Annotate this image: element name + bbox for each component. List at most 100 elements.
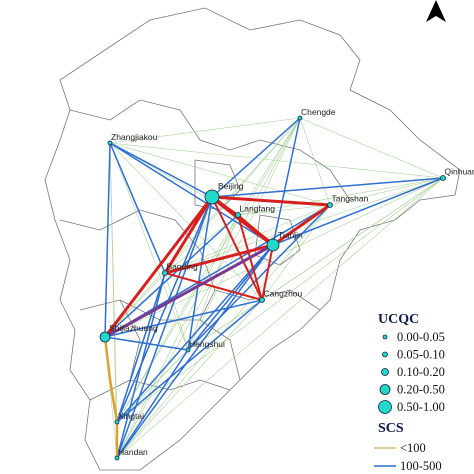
link-weak <box>116 214 239 459</box>
city-label: Cangzhou <box>264 289 303 299</box>
link-medium <box>116 272 166 423</box>
legend-symbol <box>378 400 392 414</box>
legend-label: 0.20-0.50 <box>397 383 445 397</box>
city-label: Langfang <box>240 204 276 214</box>
link-strong <box>104 243 274 339</box>
city-node <box>440 175 446 181</box>
legend-symbol <box>379 384 391 395</box>
link-medium <box>109 142 274 246</box>
link-medium <box>116 349 189 459</box>
city-label: Baoding <box>167 262 198 272</box>
link-weak <box>109 142 331 206</box>
link-medium <box>116 196 213 423</box>
link-medium <box>187 204 331 351</box>
link-weak <box>109 142 189 351</box>
link-medium <box>116 272 166 459</box>
legend-title: SCS <box>378 421 404 436</box>
city-label: Hengshui <box>189 339 225 349</box>
link-weak <box>109 142 263 301</box>
city-label: Tangshan <box>332 194 369 204</box>
link-weak <box>187 214 239 351</box>
link-orange <box>103 336 119 458</box>
city-label: Handan <box>118 447 148 457</box>
legend-label: 0.10-0.20 <box>397 365 445 379</box>
cities: Chengde Zhangjiakou Qinhuangdao Beijing Tang… <box>99 107 474 461</box>
legend-label: 0.05-0.10 <box>397 348 445 362</box>
link-medium <box>104 142 111 338</box>
city-label: Xingtai <box>118 411 144 421</box>
link-weak <box>109 142 444 179</box>
link-weak <box>109 117 301 144</box>
city-label: Tianjin <box>278 230 303 240</box>
link-medium <box>116 299 263 423</box>
link-strong <box>272 203 331 247</box>
link-weak <box>261 204 331 301</box>
legend-title: UCQC <box>378 312 419 327</box>
city-node <box>204 189 220 205</box>
link-weak <box>164 177 444 274</box>
link-weak <box>237 204 331 216</box>
city-node <box>99 331 111 343</box>
link-medium <box>104 299 263 338</box>
legend-symbol <box>382 351 388 358</box>
city-node <box>185 347 191 353</box>
city-label: Zhangjiakou <box>111 132 158 142</box>
link-weak <box>329 177 444 206</box>
link-weak <box>116 177 444 423</box>
link-weak <box>116 177 444 459</box>
link-strong <box>103 196 214 338</box>
city-label: Chengde <box>301 107 336 117</box>
city-node <box>114 455 120 461</box>
link-strong <box>211 196 263 301</box>
link-medium <box>211 117 301 198</box>
link-medium <box>116 196 213 459</box>
legend: UCQC 0.00-0.05 0.05-0.10 0.10-0.20 0.20-0.50… <box>374 312 445 473</box>
link-medium <box>109 142 166 274</box>
legend-label: 0.50-1.00 <box>397 400 445 414</box>
link-weak <box>116 214 239 423</box>
north-arrow <box>426 0 446 22</box>
link-medium <box>272 117 301 246</box>
link-medium <box>211 177 444 198</box>
city-node <box>162 270 168 276</box>
city-node <box>114 419 120 425</box>
city-node <box>327 202 333 208</box>
link-weak <box>104 117 301 338</box>
link-weak <box>187 299 263 351</box>
link-weak <box>116 299 263 459</box>
legend-symbol <box>382 334 388 340</box>
city-node <box>235 212 241 218</box>
city-node <box>266 238 280 252</box>
legend-label: 100-500 <box>400 459 442 473</box>
link-weak <box>164 272 189 351</box>
city-label: Shijiazhuang <box>109 323 158 333</box>
link-medium <box>187 244 274 351</box>
city-node <box>297 115 303 121</box>
link-strong <box>164 272 263 301</box>
link-medium <box>116 244 274 423</box>
link-weak <box>299 117 331 206</box>
legend-label: <100 <box>400 441 426 455</box>
link-medium <box>109 142 213 198</box>
link-strong <box>164 243 274 275</box>
connections <box>103 117 444 459</box>
link-weak <box>116 117 301 423</box>
city-node <box>107 140 113 146</box>
city-label: Qinhuangdao <box>445 167 474 177</box>
link-strong <box>237 214 274 246</box>
legend-label: 0.00-0.05 <box>397 330 445 344</box>
link-weak <box>104 177 444 338</box>
link-weak <box>237 177 444 216</box>
link-weak <box>109 142 118 459</box>
link-weak <box>164 204 331 274</box>
legend-symbol <box>381 368 389 376</box>
link-medium <box>187 196 213 351</box>
link-medium <box>116 244 274 459</box>
city-node <box>259 297 265 303</box>
link-medium <box>104 214 239 338</box>
city-label: Beijing <box>218 181 244 191</box>
link-weak <box>299 117 444 179</box>
link-strong <box>211 195 331 207</box>
